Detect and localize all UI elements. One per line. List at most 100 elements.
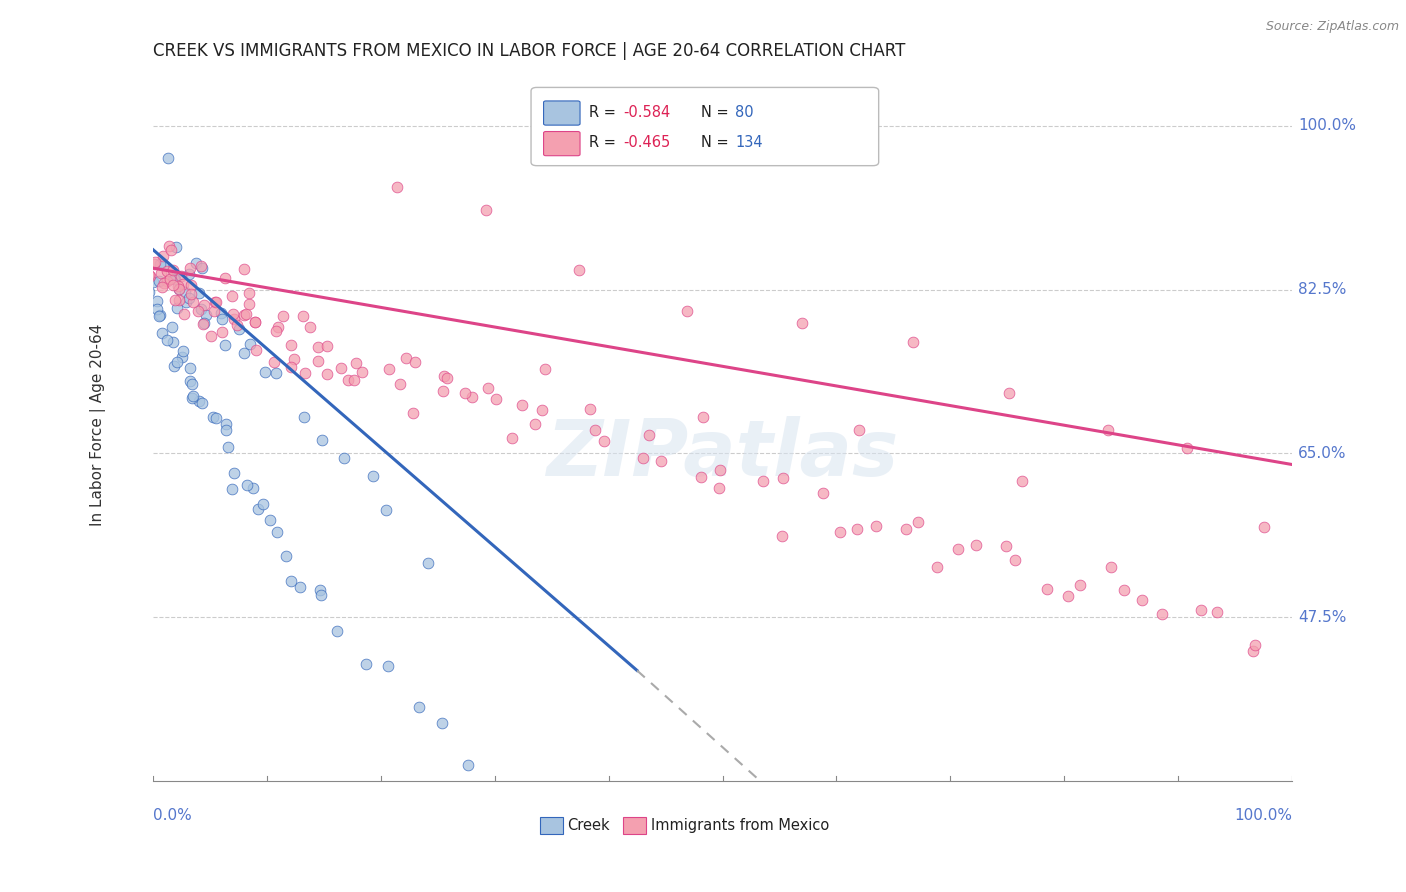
Point <box>266 320 288 334</box>
Text: 80: 80 <box>735 105 754 120</box>
Point <box>232 308 254 322</box>
Text: N =: N = <box>700 136 733 151</box>
Point <box>190 302 212 317</box>
Point <box>163 272 186 286</box>
Point <box>343 374 366 388</box>
Point <box>770 529 793 543</box>
Point <box>232 346 254 360</box>
Point <box>222 312 245 326</box>
Point <box>162 334 184 349</box>
Point <box>901 335 924 350</box>
Point <box>205 294 228 309</box>
Point <box>676 304 699 318</box>
Point <box>167 283 190 297</box>
Point <box>404 355 426 369</box>
Point <box>311 433 333 447</box>
Point <box>946 542 969 557</box>
FancyBboxPatch shape <box>544 131 581 156</box>
Point <box>772 471 794 485</box>
Point <box>280 359 302 374</box>
Point <box>165 271 187 285</box>
Point <box>264 366 287 380</box>
Text: 100.0%: 100.0% <box>1298 119 1357 133</box>
Point <box>228 322 250 336</box>
Point <box>1069 578 1091 592</box>
Point <box>436 371 458 385</box>
Point <box>752 475 775 489</box>
Point <box>457 758 479 772</box>
Point <box>145 255 167 269</box>
Point <box>195 308 218 322</box>
Point <box>172 277 194 292</box>
Point <box>190 260 212 274</box>
Point <box>1036 582 1059 597</box>
Point <box>280 338 302 352</box>
Point <box>156 151 179 165</box>
Point <box>1244 638 1267 652</box>
Point <box>152 258 174 272</box>
Point <box>193 298 215 312</box>
Point <box>166 301 188 316</box>
Text: -0.584: -0.584 <box>623 105 671 120</box>
Point <box>173 307 195 321</box>
Point <box>225 318 247 333</box>
Point <box>1097 423 1119 437</box>
Point <box>1057 589 1080 603</box>
Point <box>266 525 288 540</box>
Bar <box>623 817 647 834</box>
Point <box>395 351 418 366</box>
Point <box>162 278 184 293</box>
Point <box>311 588 333 602</box>
Point <box>211 325 233 339</box>
Point <box>169 282 191 296</box>
Point <box>408 699 430 714</box>
Point <box>280 574 302 588</box>
Text: 65.0%: 65.0% <box>1298 446 1347 461</box>
Point <box>238 285 260 300</box>
Point <box>454 385 477 400</box>
Point <box>638 428 661 442</box>
Point <box>1011 474 1033 488</box>
FancyBboxPatch shape <box>544 101 581 125</box>
Point <box>162 319 184 334</box>
Point <box>283 351 305 366</box>
Point <box>181 389 204 403</box>
Point <box>149 257 172 271</box>
Point <box>179 261 201 276</box>
Point <box>593 434 616 448</box>
Point <box>692 409 714 424</box>
Point <box>152 249 174 263</box>
Point <box>540 832 562 847</box>
Text: ZIPatlas: ZIPatlas <box>547 416 898 491</box>
Point <box>316 338 339 352</box>
Point <box>474 203 496 218</box>
Point <box>180 287 202 301</box>
Point <box>274 549 297 564</box>
Point <box>460 390 482 404</box>
Point <box>709 463 731 477</box>
Point <box>214 338 236 352</box>
Point <box>169 268 191 283</box>
Point <box>159 243 181 257</box>
Point <box>247 501 270 516</box>
Point <box>329 360 352 375</box>
Point <box>245 314 267 328</box>
Point <box>191 261 214 276</box>
Point <box>416 556 439 570</box>
Point <box>792 316 814 330</box>
Point <box>432 384 454 398</box>
Point <box>485 392 508 406</box>
Point <box>294 366 316 380</box>
Point <box>344 355 367 369</box>
Point <box>214 271 236 285</box>
Point <box>139 268 162 283</box>
Point <box>273 309 295 323</box>
Point <box>181 295 204 310</box>
Point <box>181 391 204 405</box>
Point <box>846 522 869 536</box>
Point <box>307 354 329 368</box>
Point <box>523 417 546 431</box>
Point <box>259 513 281 527</box>
Point <box>531 403 554 417</box>
Point <box>927 559 949 574</box>
